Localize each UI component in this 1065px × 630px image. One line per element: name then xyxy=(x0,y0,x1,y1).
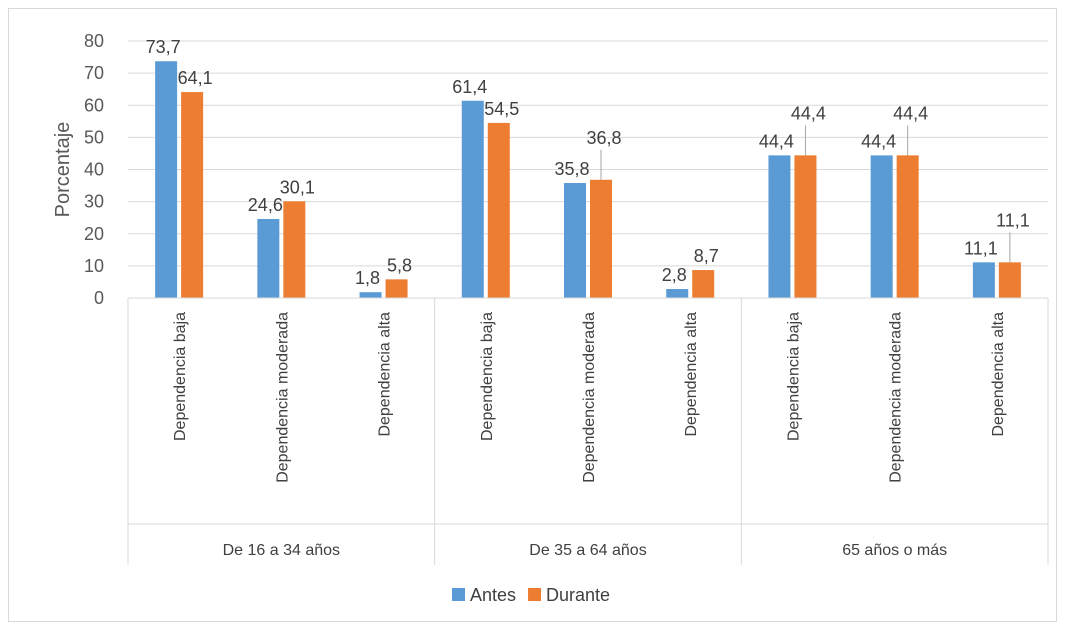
bar-antes xyxy=(666,289,689,298)
data-label-durante: 44,4 xyxy=(791,103,826,123)
bar-durante xyxy=(896,155,919,298)
y-tick-label: 80 xyxy=(84,31,104,51)
data-label-durante: 54,5 xyxy=(484,99,519,119)
legend-swatch-durante xyxy=(528,588,542,601)
bar-antes xyxy=(768,155,791,298)
legend-label-antes: Antes xyxy=(470,585,516,605)
bar-durante xyxy=(590,179,612,298)
data-label-antes: 44,4 xyxy=(759,131,794,151)
data-label-durante: 64,1 xyxy=(178,68,213,88)
bar-durante xyxy=(998,262,1021,298)
bar-antes xyxy=(257,218,280,298)
bar-durante xyxy=(385,279,408,298)
legend-swatch-antes xyxy=(452,588,465,601)
bar-antes xyxy=(564,182,586,298)
category-label: Dependencia baja xyxy=(479,312,496,441)
category-label: Dependencia moderada xyxy=(888,312,905,483)
category-label: Dependencia moderada xyxy=(274,312,291,483)
data-label-antes: 44,4 xyxy=(861,131,896,151)
y-tick-label: 70 xyxy=(84,63,104,83)
bar-antes xyxy=(359,292,382,298)
category-label: Dependencia alta xyxy=(377,312,394,437)
bar-durante xyxy=(487,122,510,298)
y-tick-label: 40 xyxy=(84,160,104,180)
category-label: Dependencia alta xyxy=(990,312,1007,437)
data-label-antes: 11,1 xyxy=(964,238,998,258)
data-label-durante: 44,4 xyxy=(893,103,928,123)
group-label: De 35 a 64 años xyxy=(529,542,646,559)
bar-durante xyxy=(794,155,817,298)
data-label-antes: 1,8 xyxy=(355,268,380,288)
y-tick-label: 30 xyxy=(84,192,104,212)
group-label: De 16 a 34 años xyxy=(223,542,340,559)
category-label: Dependencia moderada xyxy=(581,312,598,483)
legend-label-durante: Durante xyxy=(546,585,610,605)
data-label-antes: 73,7 xyxy=(146,37,181,57)
bar-durante xyxy=(283,201,306,298)
category-label: Dependencia baja xyxy=(785,312,802,441)
data-label-durante: 36,8 xyxy=(586,128,621,148)
bar-antes xyxy=(155,61,178,298)
y-axis-title: Porcentaje xyxy=(52,122,74,218)
bar-antes xyxy=(461,100,484,298)
bar-durante xyxy=(181,92,204,298)
data-label-durante: 5,8 xyxy=(387,255,412,275)
y-tick-label: 50 xyxy=(84,127,104,147)
data-label-durante: 11,1 xyxy=(996,210,1030,230)
data-label-antes: 35,8 xyxy=(554,159,589,179)
data-label-antes: 61,4 xyxy=(452,77,487,97)
bar-antes xyxy=(972,262,995,298)
category-label: Dependencia baja xyxy=(172,312,189,441)
data-label-antes: 24,6 xyxy=(248,195,283,215)
bar-antes xyxy=(870,155,893,298)
y-tick-label: 60 xyxy=(84,95,104,115)
data-label-antes: 2,8 xyxy=(662,265,687,285)
bar-durante xyxy=(692,270,715,298)
data-label-durante: 8,7 xyxy=(694,246,719,266)
y-tick-label: 0 xyxy=(94,288,104,308)
data-label-durante: 30,1 xyxy=(280,177,315,197)
y-tick-label: 10 xyxy=(84,256,104,276)
category-label: Dependencia alta xyxy=(683,312,700,437)
group-label: 65 años o más xyxy=(842,542,947,559)
y-tick-label: 20 xyxy=(84,224,104,244)
